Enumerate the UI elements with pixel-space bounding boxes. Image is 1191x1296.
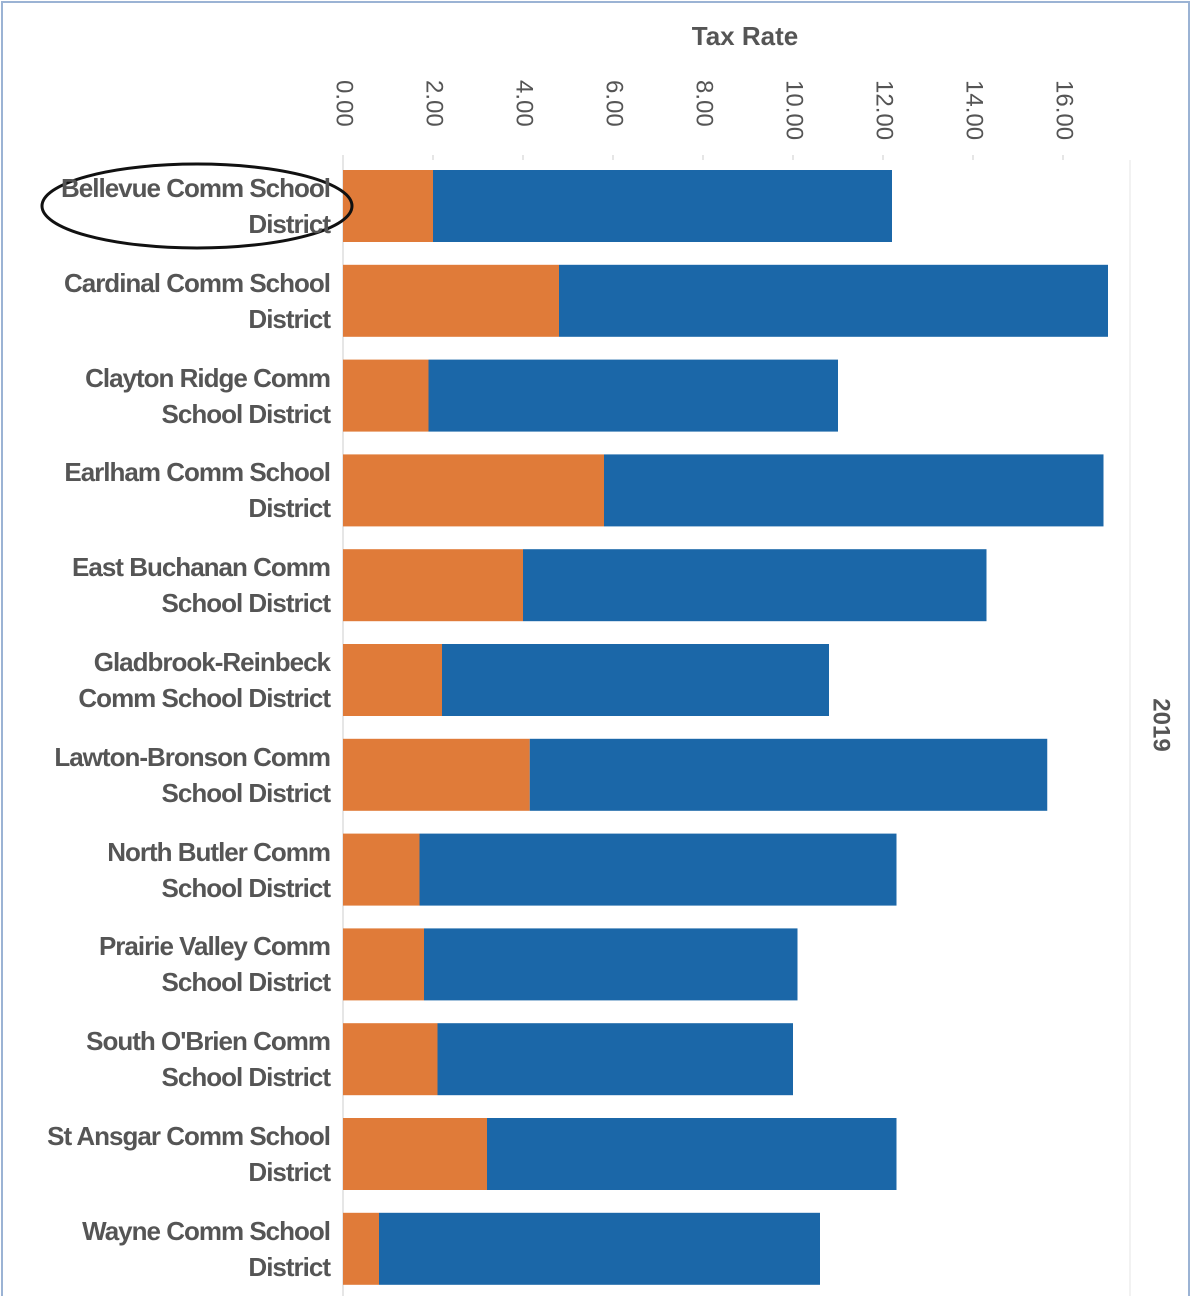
category-label: Lawton-Bronson Comm School District — [54, 741, 331, 808]
category-label: Bellevue Comm School District — [61, 173, 331, 239]
category-label: Clayton Ridge Comm School District — [85, 362, 331, 429]
bar-segment — [437, 1023, 793, 1096]
category-label: Cardinal Comm School District — [63, 267, 331, 334]
category-label: East Buchanan Comm School District — [72, 552, 331, 619]
bar-segment — [529, 738, 1048, 811]
x-tick-label: 10.00 — [781, 80, 808, 140]
bar-segment — [343, 1212, 379, 1285]
bar-segment — [343, 549, 523, 622]
x-tick-label: 4.00 — [511, 80, 538, 127]
bar-segment — [604, 454, 1104, 527]
x-tick-label: 14.00 — [961, 80, 988, 140]
bar-segment — [343, 264, 559, 337]
bar-segment — [428, 359, 838, 432]
facet-label: 2019 — [1148, 698, 1175, 751]
category-label: North Butler Comm School District — [107, 836, 331, 903]
x-tick-label: 0.00 — [331, 80, 358, 127]
x-tick-label: 8.00 — [691, 80, 718, 127]
axis-title: Tax Rate — [692, 21, 798, 51]
bar-segment — [442, 644, 829, 716]
category-label: South O'Brien Comm School District — [86, 1026, 331, 1093]
bar-segment — [343, 833, 420, 906]
category-label: Earlham Comm School District — [64, 457, 331, 524]
x-tick-label: 16.00 — [1051, 80, 1078, 140]
x-tick-label: 12.00 — [871, 80, 898, 140]
category-label: Prairie Valley Comm School District — [98, 931, 331, 998]
bar-segment — [343, 928, 424, 1001]
bar-segment — [343, 170, 433, 242]
bar-segment — [343, 454, 604, 527]
bar-segment — [433, 170, 892, 242]
bar-segment — [343, 1118, 487, 1190]
bar-segment — [419, 833, 897, 906]
bar-segment — [559, 264, 1108, 337]
bar-segment — [343, 644, 442, 716]
bar-segment — [487, 1118, 897, 1190]
x-tick-label: 6.00 — [601, 80, 628, 127]
category-label: Wayne Comm School District — [82, 1215, 331, 1282]
category-label: St Ansgar Comm School District — [47, 1121, 331, 1187]
bar-segment — [523, 549, 987, 622]
bar-segment — [424, 928, 798, 1001]
bar-segment — [343, 1023, 438, 1096]
bar-segment — [343, 738, 530, 811]
bar-segment — [343, 359, 429, 432]
category-label: Gladbrook-Reinbeck Comm School District — [78, 647, 331, 713]
bar-segment — [379, 1212, 820, 1285]
annotation-circle — [40, 162, 354, 250]
x-tick-label: 2.00 — [421, 80, 448, 127]
